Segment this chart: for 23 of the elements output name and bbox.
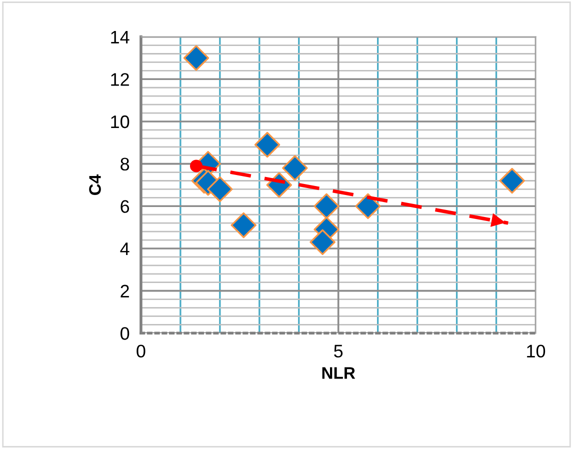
- x-tick-label: 5: [334, 344, 343, 358]
- x-tick-label: 0: [136, 344, 146, 358]
- y-tick-label: 14: [111, 30, 130, 44]
- point: [190, 160, 202, 172]
- point: [355, 193, 381, 220]
- y-tick-label: 8: [120, 158, 130, 171]
- point: [230, 212, 256, 238]
- y-tick-label: 12: [111, 73, 129, 86]
- point: [254, 132, 280, 158]
- point: [499, 168, 525, 194]
- point: [183, 45, 210, 71]
- x-axis-title: NLR: [322, 367, 356, 379]
- point: [314, 193, 340, 220]
- point: [310, 229, 336, 255]
- y-tick-label: 6: [120, 200, 130, 213]
- y-tick-label: 2: [120, 284, 129, 298]
- point: [282, 155, 308, 181]
- y-tick-label: 10: [111, 115, 130, 128]
- y-tick-label: 0: [120, 327, 130, 340]
- x-tick-label: 10: [527, 344, 546, 358]
- y-tick-label: 4: [120, 242, 130, 256]
- point: [207, 176, 233, 202]
- y-axis-title: C4: [89, 174, 101, 195]
